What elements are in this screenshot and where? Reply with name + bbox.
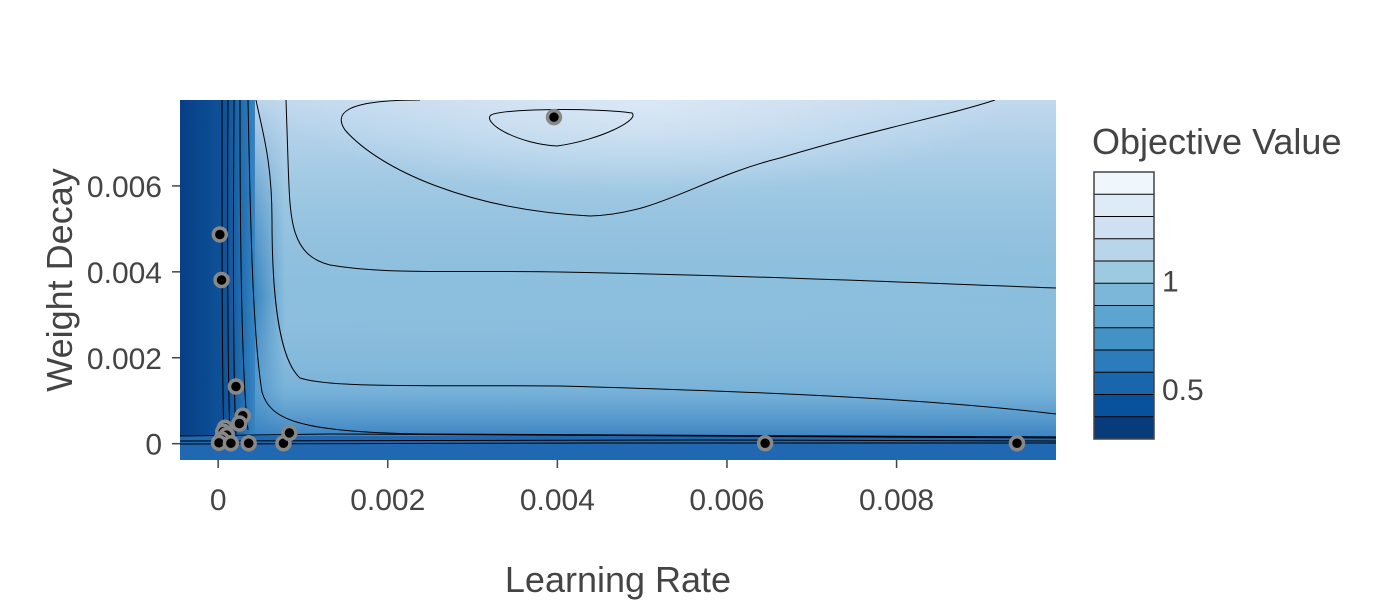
colorbar-band [1094,372,1154,395]
trial-point [227,378,245,395]
contour-peak-shading [255,100,1056,300]
y-axis: 0 0.002 0.004 0.006 [87,171,180,462]
contour-line [255,100,1056,415]
trial-points [210,108,1026,452]
y-tick-label: 0 [145,429,162,462]
x-axis: 0 0.002 0.004 0.006 0.008 [210,460,934,517]
trial-point [281,424,298,442]
contour-line [232,100,237,435]
colorbar: Objective Value 0.51 [1092,121,1341,440]
contour-line [239,100,249,431]
colorbar-ticks: 0.51 [1162,266,1204,408]
colorbar-band [1094,327,1154,351]
plot-area [180,100,1056,460]
colorbar-band [1094,261,1154,284]
colorbar-band [1094,238,1154,262]
contour-left-band [180,100,240,460]
colorbar-band [1094,194,1154,217]
trial-point [1008,434,1026,452]
colorbar-band [1094,394,1154,418]
y-tick-label: 0.004 [87,257,162,290]
colorbar-band [1094,172,1154,195]
colorbar-band [1094,283,1154,306]
trial-point [756,434,774,452]
contour-line [285,100,1056,289]
colorbar-outline [1093,171,1155,440]
x-tick-label: 0.006 [689,484,764,517]
trial-point [545,108,563,126]
colorbar-tick-label: 1 [1162,266,1179,299]
x-tick-label: 0.004 [520,484,595,517]
trial-point [213,271,230,289]
x-axis-title: Learning Rate [505,559,731,600]
x-tick-label: 0 [210,484,227,517]
colorbar-title: Objective Value [1092,121,1341,162]
colorbar-tick-label: 0.5 [1162,374,1204,407]
colorbar-band [1094,216,1154,240]
y-tick-label: 0.002 [87,343,162,376]
x-tick-label: 0.002 [350,484,425,517]
trial-point [240,434,257,452]
colorbar-band [1094,350,1154,373]
contour-line [221,100,225,441]
trial-point [231,415,248,432]
y-tick-label: 0.006 [87,171,162,204]
trial-point [211,226,229,243]
trial-point [222,434,240,452]
contour-line [180,442,1056,445]
colorbar-band [1094,416,1154,440]
contour-line [489,109,634,147]
contour-line [180,439,1056,442]
contour-line [227,100,231,439]
contour-bottom-band [180,436,1056,460]
contour-line [340,100,996,217]
colorbar-bands [1094,172,1154,440]
colorbar-band [1094,305,1154,329]
y-axis-title: Weight Decay [39,168,80,391]
x-tick-label: 0.008 [859,484,934,517]
